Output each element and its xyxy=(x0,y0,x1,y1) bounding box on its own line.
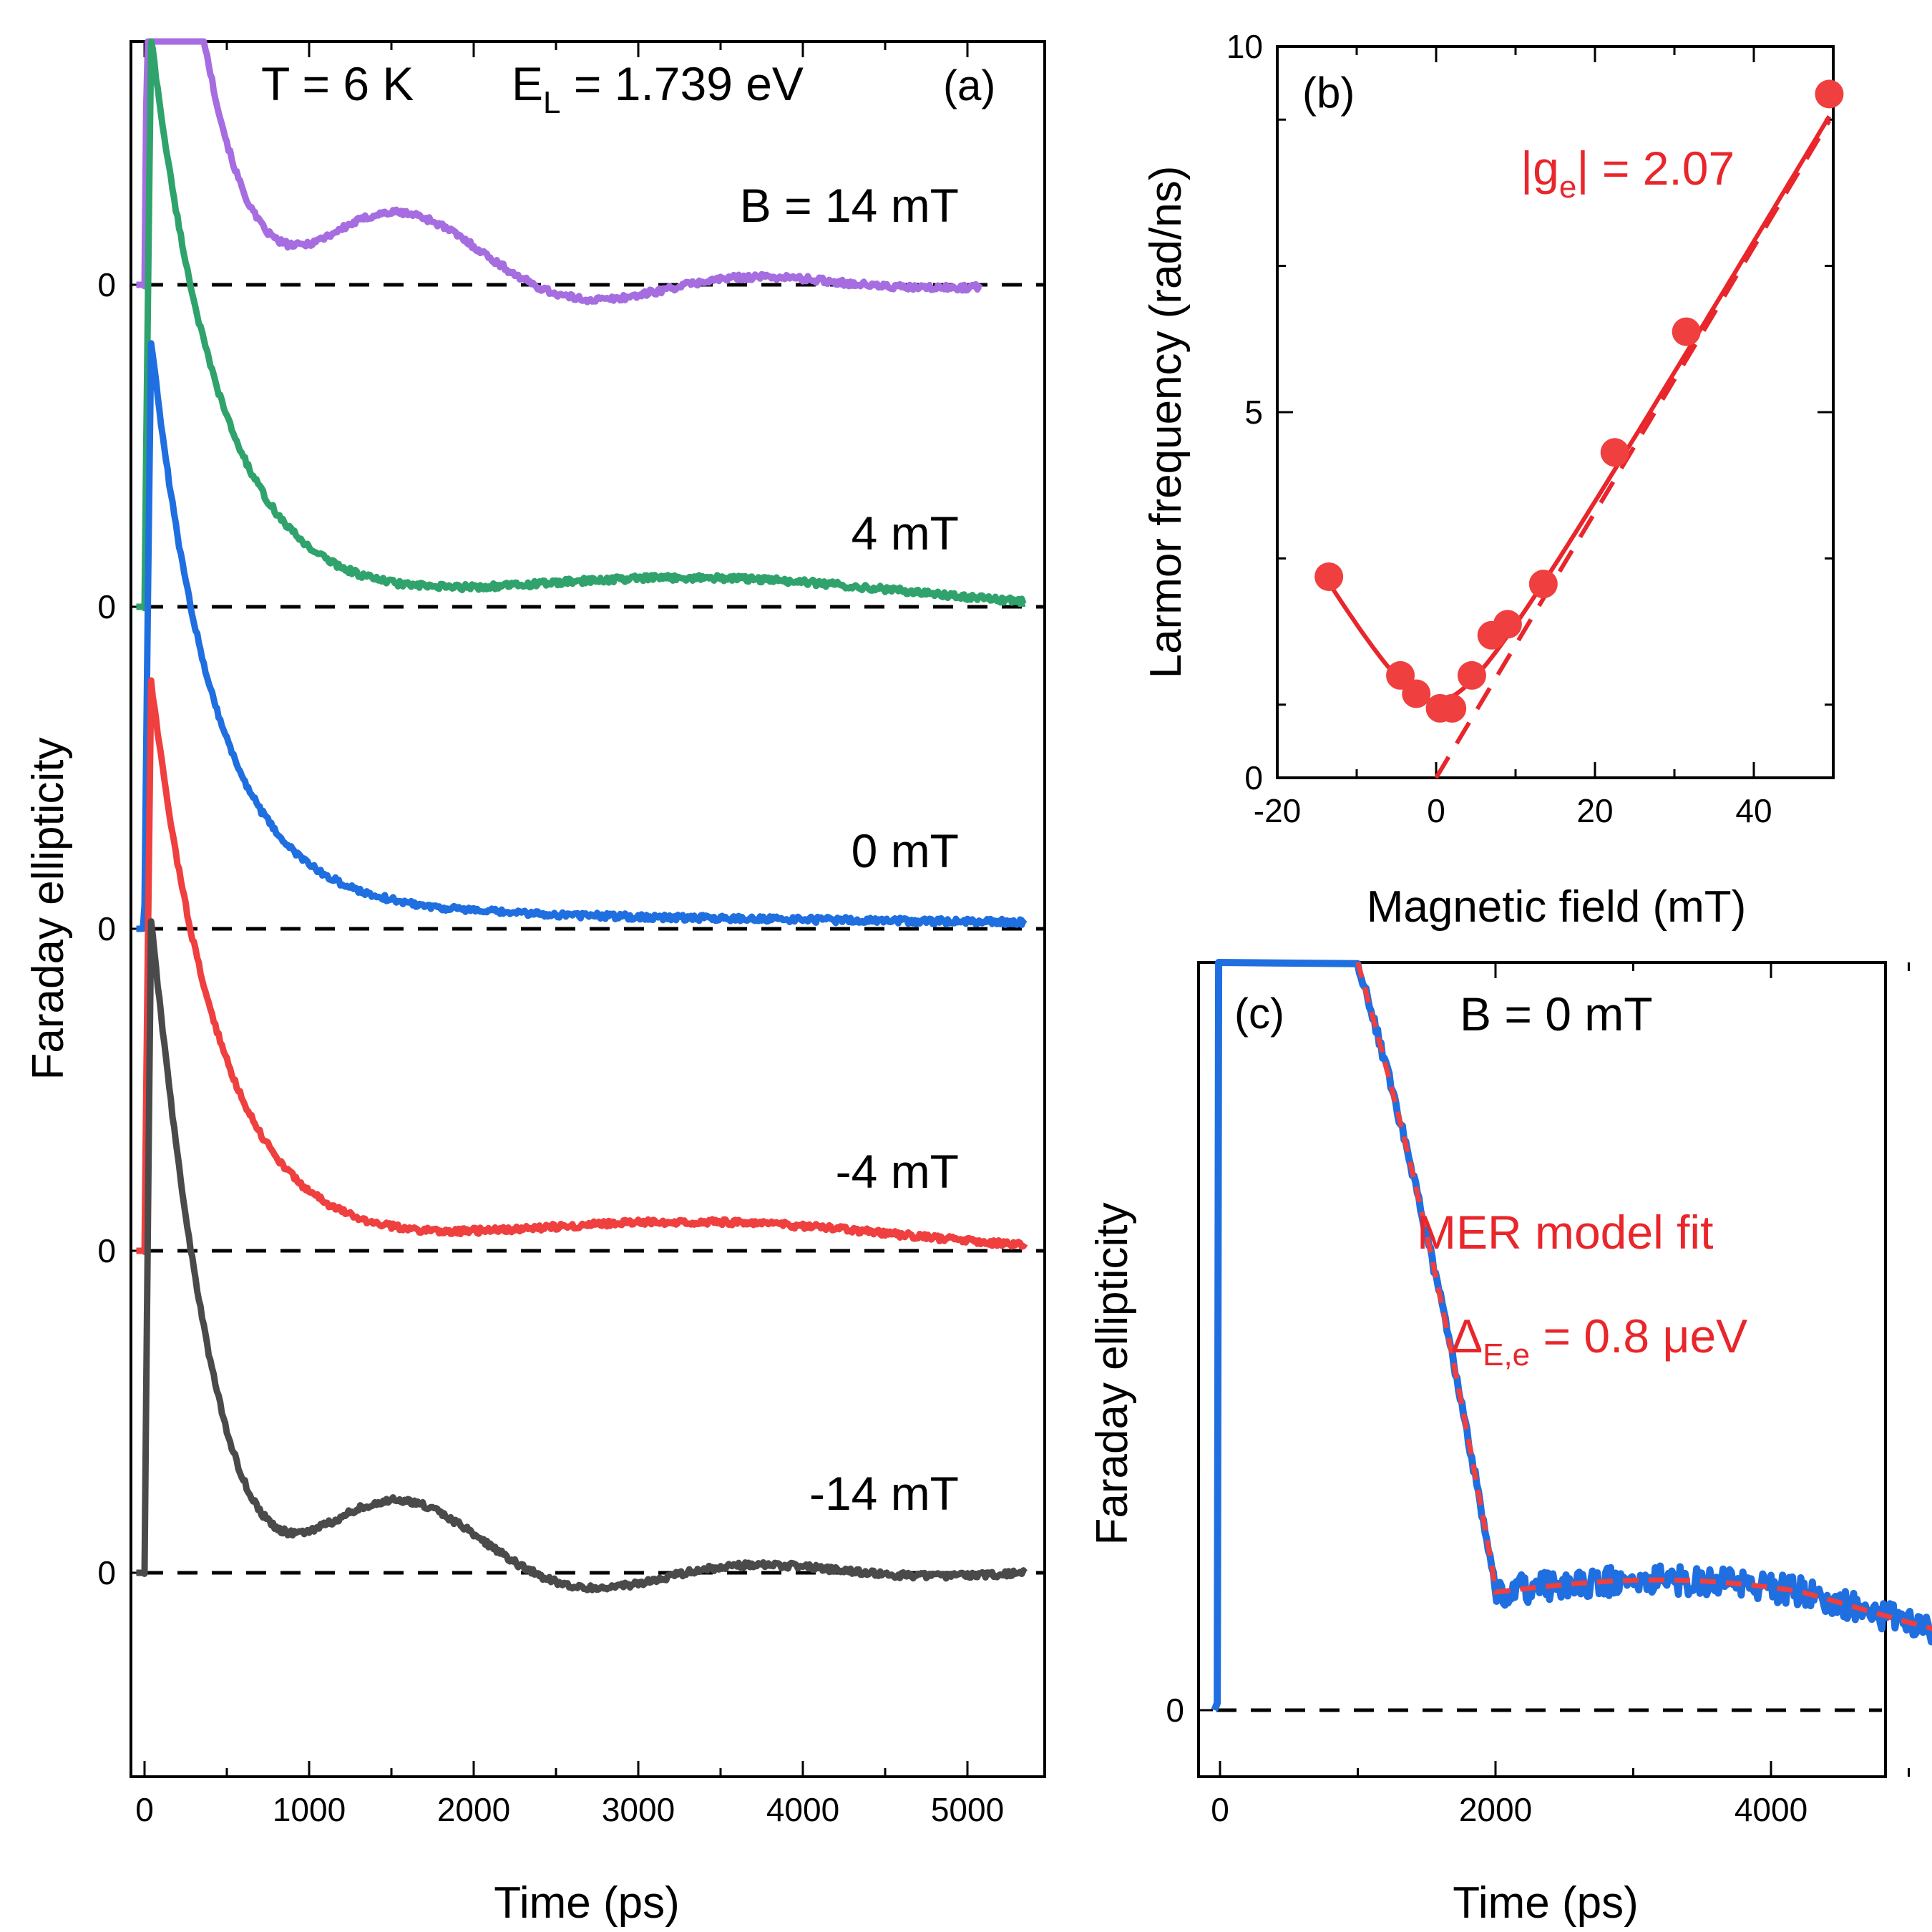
panel-c-x-tick-label: 0 xyxy=(1211,1791,1229,1828)
panel-a-x-tick-label: 4000 xyxy=(766,1791,839,1828)
panel-c-x-tick-label: 2000 xyxy=(1459,1791,1532,1828)
panel-c-x-tick-label: 4000 xyxy=(1735,1791,1807,1828)
panel-b-data-point xyxy=(1457,660,1486,690)
panel-a: 0 1000 2000 3000 4000 5000 0 0 0 0 0 B = 14 mT 4 m… xyxy=(24,38,1046,1928)
panel-a-y-tick-label: 0 xyxy=(97,1554,116,1591)
panel-a-temperature: T = 6 K xyxy=(261,57,414,110)
panel-a-frame xyxy=(130,40,1046,1778)
panel-a-x-tick-label: 1000 xyxy=(273,1791,346,1828)
panel-b-y-tick-label: 5 xyxy=(1244,394,1263,431)
panel-a-x-tick-label: 5000 xyxy=(931,1791,1004,1828)
panel-a-series-line xyxy=(135,677,1028,1255)
panel-c-y-tick-label: 0 xyxy=(1166,1692,1184,1729)
panel-c-x-ticks: 0 2000 4000 xyxy=(1211,962,1910,1828)
panel-a-zero-lines: 0 0 0 0 0 xyxy=(97,266,1045,1591)
panel-c: 0 2000 4000 0 Time (ps) Faraday ellipticit… xyxy=(1088,959,1932,1928)
panel-a-x-axis-title: Time (ps) xyxy=(494,1878,679,1928)
panel-a-series-line xyxy=(135,918,1028,1594)
panel-a-curves xyxy=(135,38,1028,1594)
panel-b-data-point xyxy=(1672,317,1701,346)
panel-b-g-factor: |ge| = 2.07 xyxy=(1521,142,1735,205)
panel-a-series-labels: B = 14 mT 4 mT 0 mT -4 mT -14 mT xyxy=(740,179,959,1520)
panel-b-fit-solid xyxy=(1327,115,1831,703)
panel-b-data-point xyxy=(1493,610,1522,639)
panel-c-label: (c) xyxy=(1234,990,1284,1038)
panel-b-y-tick-label: 0 xyxy=(1244,759,1263,796)
panel-c-zero-line: 0 xyxy=(1166,1692,1882,1729)
panel-b-data-points xyxy=(1314,79,1844,723)
panel-b-x-tick-label: 40 xyxy=(1735,792,1772,829)
panel-b-x-tick-label: -20 xyxy=(1254,792,1301,829)
panel-b-data-point xyxy=(1438,693,1467,723)
panel-a-series-label: B = 14 mT xyxy=(740,179,959,232)
panel-c-y-axis-title: Faraday ellipticity xyxy=(1088,1203,1137,1546)
panel-a-label: (a) xyxy=(943,62,995,109)
panel-a-laser-energy: EL = 1.739 eV xyxy=(512,57,804,120)
panel-c-frame xyxy=(1197,961,1887,1778)
panel-b-x-axis-title: Magnetic field (mT) xyxy=(1367,882,1747,932)
panel-a-x-tick-label: 2000 xyxy=(437,1791,510,1828)
panel-a-y-tick-label: 0 xyxy=(97,588,116,625)
panel-a-y-tick-label: 0 xyxy=(97,1232,116,1269)
panel-a-y-axis-title: Faraday ellipticity xyxy=(24,738,73,1080)
panel-a-series-label: -4 mT xyxy=(836,1145,959,1198)
panel-b-fit-dashed xyxy=(1434,119,1832,779)
panel-c-fit-parameter: ΔE,e = 0.8 μeV xyxy=(1451,1309,1747,1372)
panel-a-series-label: 4 mT xyxy=(852,507,959,560)
panel-a-x-tick-label: 0 xyxy=(135,1791,154,1828)
panel-c-fit-name: MER model fit xyxy=(1417,1206,1713,1259)
panel-c-x-axis-title: Time (ps) xyxy=(1453,1878,1638,1928)
panel-a-series-line xyxy=(135,340,1028,932)
panel-b-data-point xyxy=(1815,79,1844,109)
panel-b-x-tick-label: 0 xyxy=(1427,792,1445,829)
panel-a-series-line xyxy=(135,38,1027,612)
panel-b-x-tick-label: 20 xyxy=(1576,792,1613,829)
panel-a-y-tick-label: 0 xyxy=(97,266,116,303)
panel-a-y-tick-label: 0 xyxy=(97,910,116,947)
panel-b-data-point xyxy=(1528,570,1558,599)
panel-b-y-axis-title: Larmor frequency (rad/ns) xyxy=(1141,166,1191,679)
panel-c-fit-line xyxy=(1355,962,1932,1631)
panel-a-series-line xyxy=(135,38,983,306)
panel-a-x-ticks: 0 1000 2000 3000 4000 5000 xyxy=(135,42,1004,1828)
panel-b-data-point xyxy=(1600,438,1629,467)
panel-c-field-title: B = 0 mT xyxy=(1460,987,1653,1040)
panel-b-data-point xyxy=(1314,562,1344,591)
panel-a-series-label: 0 mT xyxy=(852,824,959,877)
panel-b-label: (b) xyxy=(1302,69,1355,117)
panel-a-series-label: -14 mT xyxy=(809,1467,959,1520)
panel-b-data-point xyxy=(1402,679,1431,708)
panel-b-y-tick-label: 10 xyxy=(1226,28,1263,65)
panel-a-x-tick-label: 3000 xyxy=(602,1791,675,1828)
panel-c-curves xyxy=(1211,959,1932,1712)
